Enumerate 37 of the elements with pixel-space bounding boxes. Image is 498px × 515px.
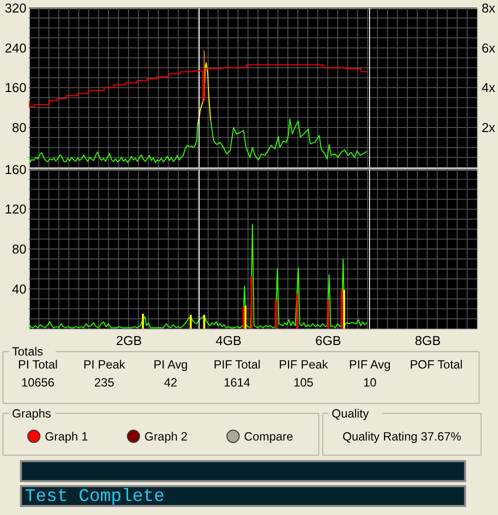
category-label: POF Total xyxy=(410,358,463,372)
y-tick-label: 80 xyxy=(12,242,26,257)
category-label: Graph 2 xyxy=(144,429,188,444)
text: Quality xyxy=(332,406,369,420)
x-tick-label: 8GB xyxy=(414,333,441,348)
text: Graphs xyxy=(12,406,52,420)
category-label: Test Complete xyxy=(24,487,165,508)
data-label: 235 xyxy=(94,375,115,390)
y-tick-label: 320 xyxy=(4,0,26,16)
y2-tick-label: 8x xyxy=(482,0,496,16)
y-tick-label: 40 xyxy=(12,281,26,296)
y-tick-label: 80 xyxy=(12,120,26,136)
y2-tick-label: 6x xyxy=(482,40,496,56)
y2-tick-label: 4x xyxy=(482,80,496,96)
category-label: PI Total xyxy=(18,358,58,372)
y-tick-label: 160 xyxy=(4,162,26,177)
data-label: 1614 xyxy=(224,375,251,390)
category-label: PIF Total xyxy=(214,358,260,372)
y-tick-label: 240 xyxy=(4,40,26,56)
x-tick-label: 4GB xyxy=(216,333,242,348)
y-tick-label: 160 xyxy=(4,80,26,96)
category-label: PI Avg xyxy=(154,358,188,372)
data-label: 105 xyxy=(293,375,314,390)
text: Quality Rating 37.67% xyxy=(342,429,462,444)
category-label: Compare xyxy=(244,429,294,444)
y-tick-label: 120 xyxy=(4,202,26,217)
category-label: PIF Avg xyxy=(349,358,391,372)
category-label: PIF Peak xyxy=(278,358,328,372)
x-tick-label: 6GB xyxy=(315,333,342,348)
data-label: 42 xyxy=(164,375,178,390)
category-label: Graph 1 xyxy=(44,429,88,444)
y2-tick-label: 2x xyxy=(482,120,496,136)
data-label: 10656 xyxy=(21,375,55,390)
text: Totals xyxy=(12,344,44,359)
category-label: PI Peak xyxy=(83,358,126,372)
data-label: 10 xyxy=(363,375,377,390)
x-tick-label: 2GB xyxy=(116,333,142,348)
